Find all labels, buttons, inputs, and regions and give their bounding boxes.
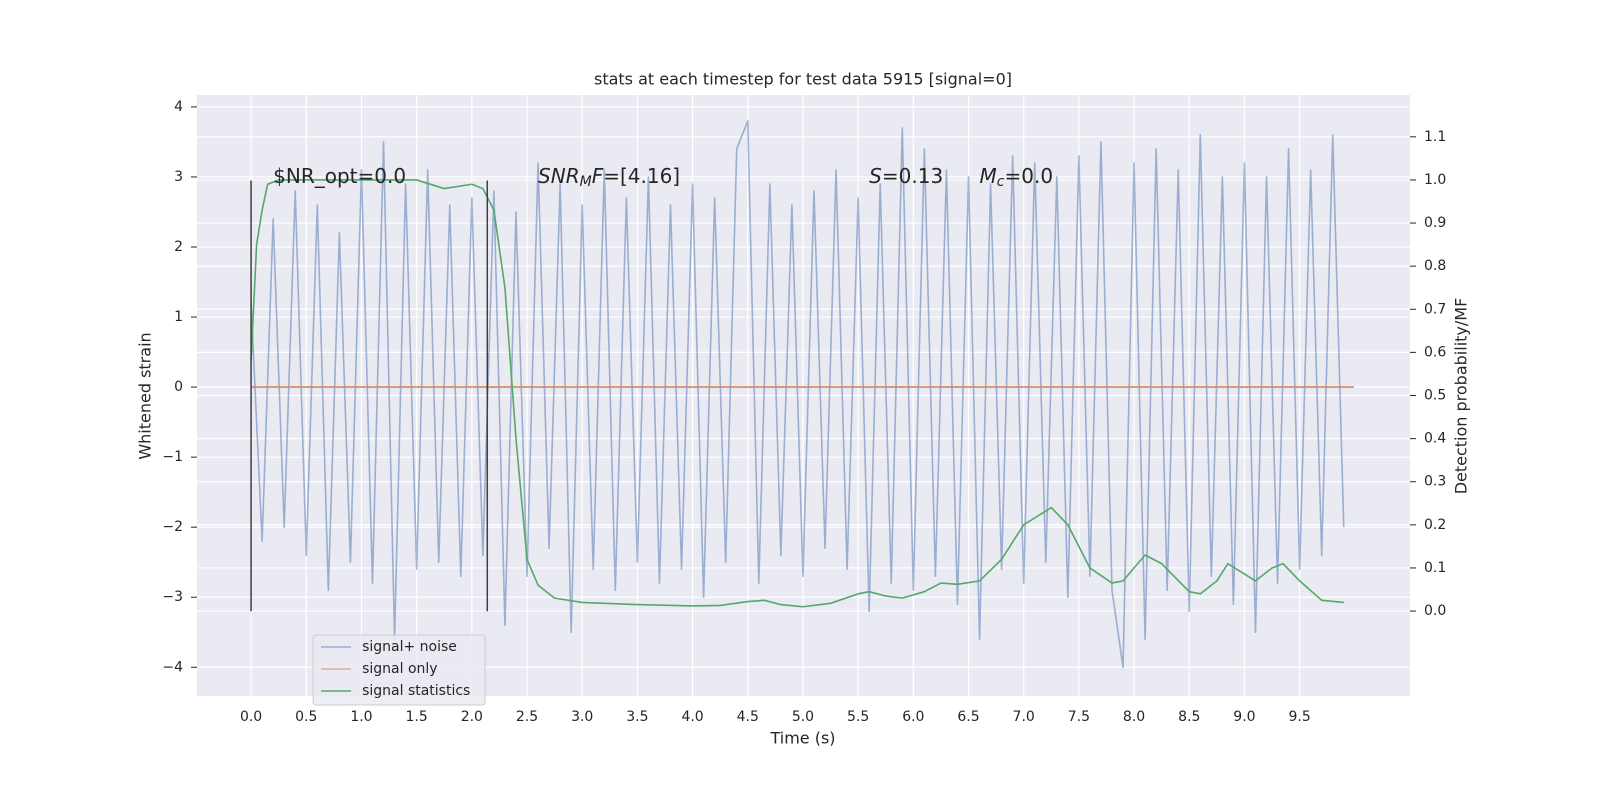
y2-tick-label: 0.4: [1424, 431, 1446, 447]
x-tick-label: 8.5: [1178, 709, 1200, 725]
y2-tick-label: 1.0: [1424, 172, 1446, 188]
annotation-part: M: [580, 174, 592, 190]
annotation-part: c: [997, 174, 1005, 190]
x-tick-label: 5.0: [792, 709, 814, 725]
annotation-part: =0.0: [1005, 163, 1054, 187]
y-tick-label: 4: [174, 99, 183, 115]
y-axis-label: Whitened strain: [136, 332, 155, 459]
y2-tick-label: 0.3: [1424, 474, 1446, 490]
y2-tick-label: 0.6: [1424, 344, 1446, 360]
x-tick-label: 9.0: [1233, 709, 1255, 725]
annotation-part: S: [869, 163, 882, 187]
series-line: [250, 120, 1345, 669]
y-tick-label: −4: [162, 659, 183, 675]
x-tick-label: 0.0: [240, 709, 262, 725]
y-tick-label: −3: [162, 589, 183, 605]
y2-tick-label: 0.5: [1424, 388, 1446, 404]
annotation-part: SNR: [538, 163, 580, 187]
series-line: [250, 179, 1344, 608]
x-tick-label: 1.0: [350, 709, 372, 725]
annotation-part: =0.13: [882, 163, 943, 187]
annotation: Mc=0.0: [980, 163, 1054, 190]
legend-label: signal statistics: [362, 683, 470, 699]
legend: signal+ noise signal only signal statistic…: [312, 634, 486, 706]
plot: [250, 120, 1354, 669]
annotation-part: F: [592, 163, 604, 187]
y-tick-label: 2: [174, 239, 183, 255]
y2-axis-label: Detection probability/MF: [1452, 298, 1471, 495]
y-tick-label: −1: [162, 449, 183, 465]
x-tick-label: 7.5: [1068, 709, 1090, 725]
x-tick-label: 6.5: [957, 709, 979, 725]
y-tick-label: 3: [174, 169, 183, 185]
annotation-part: $NR_opt=0.0: [273, 163, 406, 187]
annotation: S=0.13: [869, 163, 943, 187]
y2-tick-label: 1.1: [1424, 129, 1446, 145]
x-tick-label: 0.5: [295, 709, 317, 725]
x-tick-label: 3.0: [571, 709, 593, 725]
y2-tick-label: 0.8: [1424, 258, 1446, 274]
y2-tick-label: 0.9: [1424, 215, 1446, 231]
y-tick-label: −2: [162, 519, 183, 535]
y2-tick-label: 0.1: [1424, 560, 1446, 576]
x-tick-label: 2.0: [461, 709, 483, 725]
annotation: SNRMF=[4.16]: [538, 163, 680, 190]
x-tick-label: 9.5: [1288, 709, 1310, 725]
y-tick-label: 1: [174, 309, 183, 325]
legend-label: signal only: [362, 661, 437, 677]
x-tick-label: 4.0: [681, 709, 703, 725]
x-tick-label: 5.5: [847, 709, 869, 725]
x-tick-label: 8.0: [1123, 709, 1145, 725]
x-tick-label: 1.5: [406, 709, 428, 725]
annotation: $NR_opt=0.0: [273, 163, 406, 187]
chart-title: stats at each timestep for test data 591…: [594, 70, 1012, 89]
x-tick-label: 7.0: [1013, 709, 1035, 725]
y-tick-label: 0: [174, 379, 183, 395]
y2-tick-label: 0.2: [1424, 517, 1446, 533]
annotation-part: =[4.16]: [603, 163, 680, 187]
legend-box: [312, 634, 486, 706]
x-tick-label: 2.5: [516, 709, 538, 725]
y2-tick-label: 0.0: [1424, 603, 1446, 619]
x-tick-label: 6.0: [902, 709, 924, 725]
y2-tick-label: 0.7: [1424, 301, 1446, 317]
legend-label: signal+ noise: [362, 639, 457, 655]
x-tick-label: 3.5: [626, 709, 648, 725]
annotation-part: M: [980, 163, 997, 187]
x-tick-label: 4.5: [737, 709, 759, 725]
x-axis-label: Time (s): [769, 729, 835, 748]
